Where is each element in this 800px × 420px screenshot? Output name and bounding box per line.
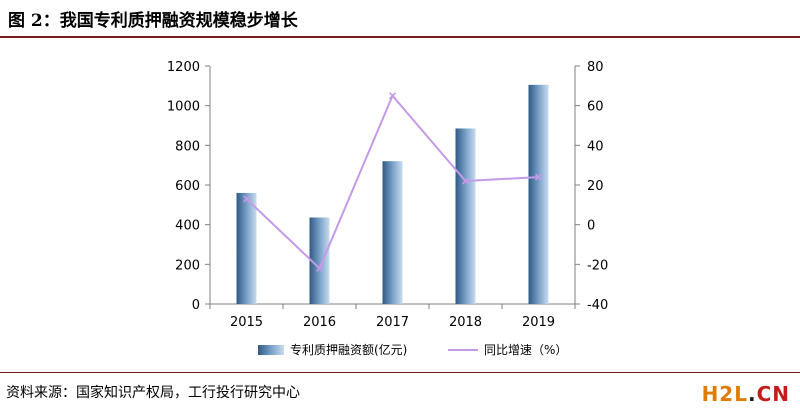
title-divider — [0, 36, 800, 38]
footer-divider — [0, 372, 800, 373]
bar — [455, 128, 476, 304]
left-tick-label: 800 — [175, 139, 200, 154]
left-tick-label: 200 — [175, 258, 200, 273]
left-tick-label: 1000 — [167, 100, 200, 115]
figure-title: 图 2：我国专利质押融资规模稳步增长 — [8, 11, 298, 31]
x-tick-label: 2016 — [303, 315, 336, 330]
watermark-part-2: . — [747, 382, 757, 406]
right-tick-label: 80 — [587, 60, 604, 75]
legend-line-label: 同比增速（%） — [484, 343, 567, 357]
source-note: 资料来源：国家知识产权局，工行投行研究中心 — [6, 385, 300, 401]
bar-series — [236, 84, 549, 304]
right-tick-label: 60 — [587, 100, 604, 115]
line-point — [534, 173, 543, 181]
x-tick-label: 2015 — [230, 315, 263, 330]
site-watermark: H2L.CN — [702, 382, 790, 406]
legend: 专利质押融资额(亿元) 同比增速（%） — [258, 342, 567, 357]
combo-chart: 0 200 400 600 800 1000 1200 -40 -20 0 20 40 60 80 2015… — [167, 60, 608, 357]
right-tick-label: -20 — [587, 258, 608, 273]
line-point — [242, 195, 251, 203]
left-tick-label: 1200 — [167, 60, 200, 75]
x-tick-label: 2017 — [376, 315, 409, 330]
left-tick-label: 600 — [175, 179, 200, 194]
line-point — [315, 264, 324, 272]
watermark-part-3: CN — [756, 382, 790, 406]
right-tick-label: -40 — [587, 298, 608, 313]
line-point — [461, 177, 470, 185]
left-tick-label: 0 — [192, 298, 200, 313]
bar — [382, 161, 403, 304]
x-tick-label: 2019 — [522, 315, 555, 330]
bar — [309, 217, 330, 304]
bar — [236, 192, 257, 304]
tick-labels: 0 200 400 600 800 1000 1200 -40 -20 0 20 40 60 80 2015… — [167, 60, 608, 330]
legend-bar-swatch — [258, 345, 284, 355]
legend-bar-label: 专利质押融资额(亿元) — [290, 342, 407, 357]
left-tick-label: 400 — [175, 219, 200, 234]
right-tick-label: 20 — [587, 179, 604, 194]
x-tick-label: 2018 — [449, 315, 482, 330]
right-tick-label: 40 — [587, 139, 604, 154]
line-series — [242, 92, 543, 272]
watermark-part-1: H2L — [701, 382, 748, 406]
line-point — [388, 92, 397, 100]
bar — [528, 84, 549, 304]
right-tick-label: 0 — [587, 219, 595, 234]
